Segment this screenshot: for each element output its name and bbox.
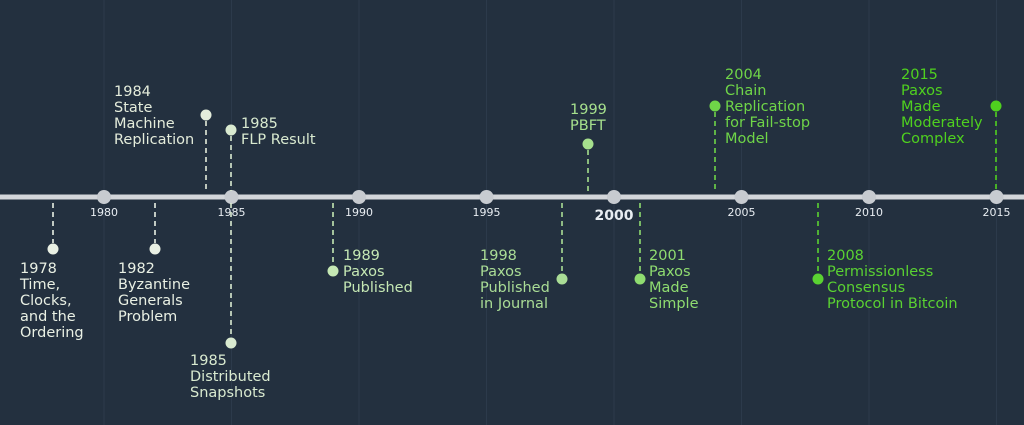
event-year: 2015	[901, 67, 938, 83]
event-title-line: in Journal	[480, 296, 548, 312]
event-title-line: Machine	[114, 116, 175, 132]
tick-label: 2005	[728, 206, 756, 219]
tick-marker	[352, 190, 366, 204]
event-year: 1978	[20, 261, 57, 277]
tick-label: 2015	[983, 206, 1011, 219]
event-title-line: Published	[480, 280, 550, 296]
event-year: 1985	[190, 353, 227, 369]
event-title-line: Chain	[725, 83, 767, 99]
event-title-line: for Fail-stop	[725, 115, 811, 131]
event-dot	[709, 100, 721, 112]
event-year: 1998	[480, 248, 517, 264]
event-title-line: State	[114, 100, 153, 116]
event-title-line: Complex	[901, 131, 965, 147]
event-title-line: PBFT	[570, 118, 606, 134]
event-year: 1989	[343, 248, 380, 264]
event-dot	[47, 243, 59, 255]
event-year: 1984	[114, 84, 151, 100]
event-title-line: Paxos	[649, 264, 691, 280]
tick-marker	[734, 190, 749, 204]
event-title-line: Time,	[20, 277, 61, 293]
event-dot	[812, 273, 824, 285]
event-title-line: Permissionless	[827, 264, 934, 280]
event-year: 2004	[725, 67, 762, 83]
event-dot	[225, 124, 237, 136]
tick-marker	[862, 190, 876, 204]
event-dot	[582, 138, 594, 150]
tick-label: 1980	[90, 206, 118, 219]
event-dot	[149, 243, 161, 255]
tick-label: 2000	[595, 208, 634, 224]
event-title-line: Clocks,	[20, 293, 72, 309]
event-title-line: Published	[343, 280, 413, 296]
event-label-paxos-moderately-complex: 2015 Paxos Made Moderately Complex	[901, 67, 983, 147]
event-year: 1982	[118, 261, 155, 277]
event-label-paxos-made-simple: 2001 Paxos Made Simple	[649, 248, 699, 312]
event-title-line: Paxos	[480, 264, 522, 280]
event-label-flp-result: 1985 FLP Result	[241, 116, 316, 148]
event-label-chain-replication: 2004 Chain Replication for Fail-stop Model	[725, 67, 810, 147]
event-year: 1985	[241, 116, 278, 132]
event-title-line: Replication	[114, 132, 195, 148]
event-label-lamport-clocks: 1978 Time, Clocks, and the Ordering	[20, 261, 84, 341]
tick-marker	[97, 190, 111, 204]
tick-label: 1995	[473, 206, 501, 219]
tick-label: 1990	[345, 206, 373, 219]
event-title-line: Made	[649, 280, 689, 296]
event-year: 1999	[570, 102, 607, 118]
event-title-line: Paxos	[901, 83, 943, 99]
event-label-byzantine-generals: 1982 Byzantine Generals Problem	[118, 261, 190, 325]
tick-label: 2010	[855, 206, 883, 219]
event-title-line: Replication	[725, 99, 806, 115]
event-dot	[990, 100, 1002, 112]
event-title-line: Simple	[649, 296, 699, 312]
event-title-line: Made	[901, 99, 941, 115]
tick-marker	[479, 190, 494, 204]
event-title-line: Model	[725, 131, 769, 147]
event-label-paxos-published: 1989 Paxos Published	[343, 248, 413, 296]
event-title-line: Consensus	[827, 280, 906, 296]
event-title-line: Problem	[118, 309, 178, 325]
event-dot	[634, 273, 646, 285]
event-label-pbft: 1999 PBFT	[570, 102, 607, 134]
event-dot	[327, 265, 339, 277]
event-title-line: Moderately	[901, 115, 983, 131]
event-label-bitcoin-consensus: 2008 Permissionless Consensus Protocol in B…	[827, 248, 958, 312]
event-year: 2008	[827, 248, 864, 264]
event-dot	[556, 273, 568, 285]
event-title-line: Protocol in Bitcoin	[827, 296, 958, 312]
event-title-line: Ordering	[20, 325, 84, 341]
event-title-line: Snapshots	[190, 385, 266, 401]
tick-marker	[224, 190, 239, 204]
event-year: 2001	[649, 248, 686, 264]
event-label-distributed-snapshots: 1985 Distributed Snapshots	[190, 353, 271, 401]
event-dot	[200, 109, 212, 121]
event-title-line: Byzantine	[118, 277, 191, 293]
event-title-line: Generals	[118, 293, 183, 309]
event-label-state-machine-replication: 1984 State Machine Replication	[114, 84, 194, 148]
event-title-line: and the	[20, 309, 76, 325]
event-label-paxos-journal: 1998 Paxos Published in Journal	[480, 248, 550, 312]
event-dot	[225, 337, 237, 349]
tick-marker	[989, 190, 1004, 204]
event-title-line: Distributed	[190, 369, 271, 385]
tick-marker	[607, 190, 621, 204]
event-title-line: FLP Result	[241, 132, 316, 148]
event-title-line: Paxos	[343, 264, 385, 280]
